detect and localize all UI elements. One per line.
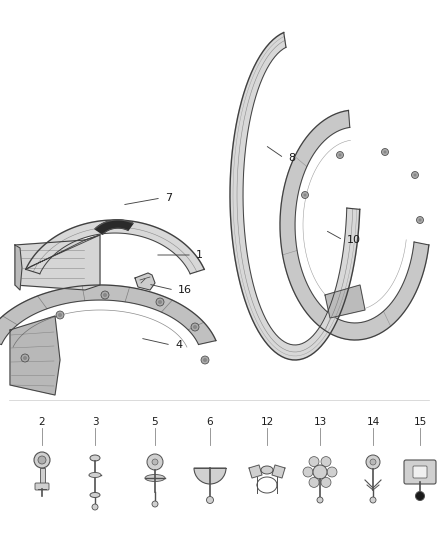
- Circle shape: [384, 150, 386, 154]
- Ellipse shape: [90, 492, 100, 497]
- Polygon shape: [325, 285, 365, 318]
- Text: 16: 16: [178, 285, 192, 295]
- Circle shape: [147, 454, 163, 470]
- Text: 1: 1: [196, 250, 203, 260]
- Circle shape: [321, 457, 331, 466]
- Circle shape: [303, 467, 313, 477]
- Text: 7: 7: [165, 193, 172, 203]
- Text: 14: 14: [366, 417, 380, 427]
- Circle shape: [21, 354, 29, 362]
- Text: 2: 2: [39, 417, 45, 427]
- Ellipse shape: [145, 474, 165, 481]
- Circle shape: [416, 491, 424, 500]
- Circle shape: [152, 459, 158, 465]
- Ellipse shape: [90, 455, 100, 461]
- Text: 10: 10: [347, 235, 361, 245]
- Polygon shape: [15, 235, 100, 290]
- FancyBboxPatch shape: [413, 466, 427, 478]
- Text: 4: 4: [175, 340, 182, 350]
- Text: 13: 13: [313, 417, 327, 427]
- Text: 12: 12: [260, 417, 274, 427]
- Circle shape: [58, 313, 62, 317]
- Circle shape: [327, 467, 337, 477]
- Polygon shape: [272, 465, 285, 478]
- Circle shape: [92, 504, 98, 510]
- Polygon shape: [135, 273, 155, 290]
- Wedge shape: [194, 468, 226, 484]
- Polygon shape: [95, 220, 133, 234]
- Polygon shape: [26, 235, 100, 269]
- Polygon shape: [15, 245, 22, 290]
- Circle shape: [156, 298, 164, 306]
- Circle shape: [201, 356, 209, 364]
- Ellipse shape: [89, 472, 101, 478]
- Polygon shape: [26, 220, 204, 274]
- FancyBboxPatch shape: [404, 460, 436, 484]
- Circle shape: [413, 174, 417, 176]
- Circle shape: [304, 193, 307, 197]
- FancyBboxPatch shape: [35, 483, 49, 490]
- Circle shape: [321, 478, 331, 487]
- Text: 6: 6: [207, 417, 213, 427]
- Circle shape: [193, 325, 197, 329]
- Circle shape: [38, 456, 46, 464]
- Circle shape: [370, 497, 376, 503]
- Polygon shape: [249, 465, 262, 478]
- Text: 5: 5: [152, 417, 158, 427]
- Circle shape: [411, 172, 418, 179]
- Bar: [39, 468, 45, 486]
- Circle shape: [34, 452, 50, 468]
- Polygon shape: [280, 110, 429, 340]
- Circle shape: [366, 455, 380, 469]
- Circle shape: [309, 478, 319, 487]
- Circle shape: [309, 457, 319, 466]
- Text: 3: 3: [92, 417, 98, 427]
- Polygon shape: [0, 285, 216, 344]
- Circle shape: [101, 291, 109, 299]
- Circle shape: [418, 219, 421, 222]
- Text: 15: 15: [413, 417, 427, 427]
- Circle shape: [152, 501, 158, 507]
- Circle shape: [370, 459, 376, 465]
- Circle shape: [23, 356, 27, 360]
- Circle shape: [191, 323, 199, 331]
- Circle shape: [417, 216, 424, 223]
- Circle shape: [203, 358, 207, 362]
- Circle shape: [381, 149, 389, 156]
- Polygon shape: [230, 33, 360, 360]
- Circle shape: [103, 293, 107, 297]
- Circle shape: [317, 497, 323, 503]
- Text: 8: 8: [288, 153, 295, 163]
- Circle shape: [206, 497, 213, 504]
- Circle shape: [158, 300, 162, 304]
- Circle shape: [339, 154, 342, 157]
- Ellipse shape: [261, 466, 273, 474]
- Circle shape: [301, 191, 308, 198]
- Polygon shape: [10, 316, 60, 395]
- Circle shape: [56, 311, 64, 319]
- Circle shape: [336, 151, 343, 158]
- Circle shape: [313, 465, 327, 479]
